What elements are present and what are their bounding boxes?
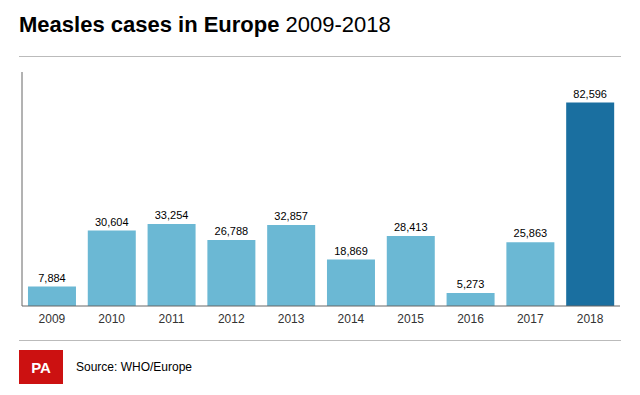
svg-text:26,788: 26,788 [215, 225, 249, 237]
svg-text:28,413: 28,413 [394, 221, 428, 233]
svg-text:2018: 2018 [577, 312, 604, 326]
svg-text:7,884: 7,884 [38, 272, 66, 284]
svg-text:2014: 2014 [338, 312, 365, 326]
svg-text:18,869: 18,869 [334, 245, 368, 257]
svg-text:30,604: 30,604 [95, 216, 129, 228]
svg-text:25,863: 25,863 [514, 227, 548, 239]
svg-text:2009: 2009 [39, 312, 66, 326]
svg-text:2013: 2013 [278, 312, 305, 326]
svg-text:2012: 2012 [218, 312, 245, 326]
html-text:Measles cases in Europe 2009-2: Measles cases in Europe 2009-2018 [19, 12, 391, 37]
svg-text:33,254: 33,254 [155, 209, 189, 221]
svg-text:82,596: 82,596 [573, 88, 607, 100]
svg-text:2011: 2011 [159, 312, 185, 326]
svg-text:2010: 2010 [98, 312, 125, 326]
html-text:Source: WHO/Europe: Source: WHO/Europe [76, 360, 192, 374]
svg-text:2015: 2015 [397, 312, 424, 326]
svg-text:32,857: 32,857 [274, 210, 308, 222]
svg-text:5,273: 5,273 [457, 278, 485, 290]
svg-text:2016: 2016 [457, 312, 484, 326]
html-text:PA: PA [31, 358, 51, 376]
svg-text:2017: 2017 [517, 312, 544, 326]
